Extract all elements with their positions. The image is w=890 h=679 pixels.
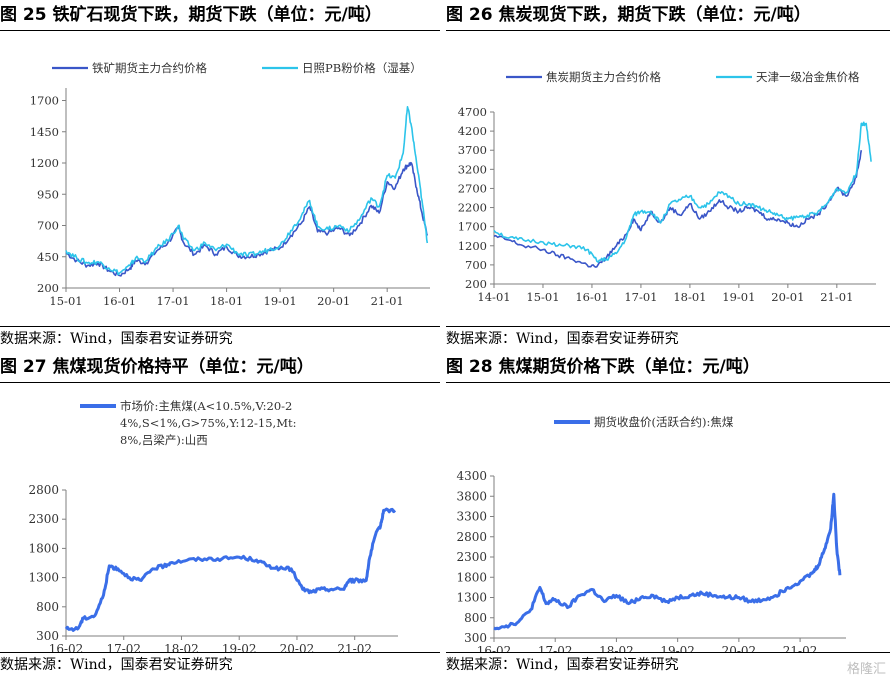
x-tick-label: 21-01 [371, 294, 404, 308]
x-tick-label: 21-02 [783, 644, 818, 652]
y-tick-label: 300 [464, 631, 487, 645]
y-tick-label: 4300 [456, 469, 487, 483]
figure-source: 数据来源：Wind，国泰君安证券研究 [0, 326, 440, 351]
x-tick-label: 17-01 [624, 290, 657, 304]
y-tick-label: 1800 [456, 570, 487, 584]
x-tick-label: 21-02 [337, 642, 372, 652]
legend-label: 市场价:主焦煤(A<10.5%,V:20-2 4%,S<1%,G>75%,Y:12… [120, 399, 296, 447]
panel-figure-26: 图 26 焦炭现货下跌，期货下跌（单位：元/吨） 200 700 1200 1700 2… [446, 0, 890, 350]
x-tick-label: 15-01 [526, 290, 559, 304]
x-tick-label: 18-02 [164, 642, 199, 652]
figure-title: 图 25 铁矿石现货下跌，期货下跌（单位：元/吨） [0, 0, 440, 31]
y-tick-label: 1300 [28, 571, 59, 585]
series-line [65, 161, 429, 277]
figure-title: 图 26 焦炭现货下跌，期货下跌（单位：元/吨） [446, 0, 890, 31]
y-tick-label: 700 [37, 219, 59, 233]
y-tick-label: 1450 [30, 125, 59, 139]
y-tick-label: 700 [465, 258, 487, 272]
panel-figure-27: 图 27 焦煤现货价格持平（单位：元/吨） 300 800 1300 1800 2300… [0, 352, 440, 679]
watermark-logo: 格隆汇 [846, 662, 886, 677]
figure-source: 数据来源：Wind，国泰君安证券研究 [446, 326, 890, 351]
x-tick-label: 16-02 [477, 644, 512, 652]
y-tick-label: 300 [36, 629, 59, 643]
x-tick-label: 18-02 [599, 644, 634, 652]
legend-label: 期货收盘价(活跃合约):焦煤 [594, 415, 734, 429]
chart-figure-25: 200 450 700 950 1200 1450 1700 15-01 16-01 17-01 1… [30, 61, 430, 308]
x-tick-label: 19-02 [222, 642, 257, 652]
x-tick-label: 16-01 [103, 294, 136, 308]
series-line [65, 106, 429, 276]
x-tick-label: 15-01 [49, 294, 82, 308]
legend-label: 焦炭期货主力合约价格 [546, 70, 661, 84]
y-tick-label: 3300 [456, 510, 487, 524]
legend-label: 日照PB粉价格（湿基） [302, 61, 422, 75]
y-tick-label: 1700 [30, 94, 59, 108]
x-tick-label: 19-01 [722, 290, 755, 304]
legend-label: 天津一级冶金焦价格 [756, 70, 860, 84]
x-tick-label: 18-01 [210, 294, 243, 308]
y-tick-label: 1800 [28, 541, 59, 555]
y-tick-label: 200 [37, 281, 59, 295]
y-tick-label: 800 [36, 600, 59, 614]
series-line [64, 507, 397, 632]
series-line [493, 492, 842, 631]
y-tick-label: 950 [37, 187, 59, 201]
panel-figure-28: 图 28 焦煤期货价格下跌（单位：元/吨） 300 800 1300 1800 2300… [446, 352, 890, 679]
x-tick-label: 19-02 [660, 644, 695, 652]
legend-label: 铁矿期货主力合约价格 [92, 61, 207, 75]
x-tick-label: 17-02 [538, 644, 573, 652]
y-tick-label: 2800 [456, 530, 487, 544]
y-tick-label: 4700 [458, 105, 487, 119]
panel-figure-25: 图 25 铁矿石现货下跌，期货下跌（单位：元/吨） 200 450 700 950 12… [0, 0, 440, 350]
y-tick-label: 200 [465, 277, 487, 291]
y-tick-label: 1300 [456, 591, 487, 605]
x-tick-label: 16-02 [49, 642, 84, 652]
x-tick-label: 20-01 [317, 294, 350, 308]
figure-source: 数据来源：Wind，国泰君安证券研究 [0, 652, 440, 677]
y-tick-label: 3800 [456, 489, 487, 503]
y-tick-label: 1700 [458, 220, 487, 234]
figure-title: 图 28 焦煤期货价格下跌（单位：元/吨） [446, 352, 890, 383]
figure-source: 数据来源：Wind，国泰君安证券研究 [446, 652, 890, 677]
series-line [493, 121, 872, 263]
y-tick-label: 4200 [458, 124, 487, 138]
y-tick-label: 2800 [28, 483, 59, 497]
y-tick-label: 450 [37, 250, 59, 264]
y-tick-label: 1200 [458, 239, 487, 253]
x-tick-label: 21-01 [820, 290, 853, 304]
x-tick-label: 18-01 [673, 290, 706, 304]
y-tick-label: 2200 [458, 201, 487, 215]
series-line [493, 150, 863, 268]
y-tick-label: 2300 [28, 512, 59, 526]
x-tick-label: 14-01 [477, 290, 510, 304]
y-tick-label: 3200 [458, 162, 487, 176]
y-tick-label: 800 [464, 611, 487, 625]
x-tick-label: 19-01 [264, 294, 297, 308]
chart-figure-26: 200 700 1200 1700 2200 2700 3200 3700 4200 4700 14… [458, 70, 876, 304]
x-tick-label: 16-01 [575, 290, 608, 304]
x-tick-label: 20-02 [722, 644, 757, 652]
figure-title: 图 27 焦煤现货价格持平（单位：元/吨） [0, 352, 440, 383]
chart-figure-28: 300 800 1300 1800 2300 2800 3300 3800 4300 16-02 1… [456, 415, 846, 652]
y-tick-label: 1200 [30, 156, 59, 170]
y-tick-label: 2700 [458, 181, 487, 195]
x-tick-label: 20-01 [771, 290, 804, 304]
x-tick-label: 17-02 [106, 642, 141, 652]
chart-figure-27: 300 800 1300 1800 2300 2800 16-02 17-02 18-02 19-… [28, 399, 398, 652]
y-tick-label: 3700 [458, 143, 487, 157]
x-tick-label: 20-02 [280, 642, 315, 652]
x-tick-label: 17-01 [156, 294, 189, 308]
y-tick-label: 2300 [456, 550, 487, 564]
